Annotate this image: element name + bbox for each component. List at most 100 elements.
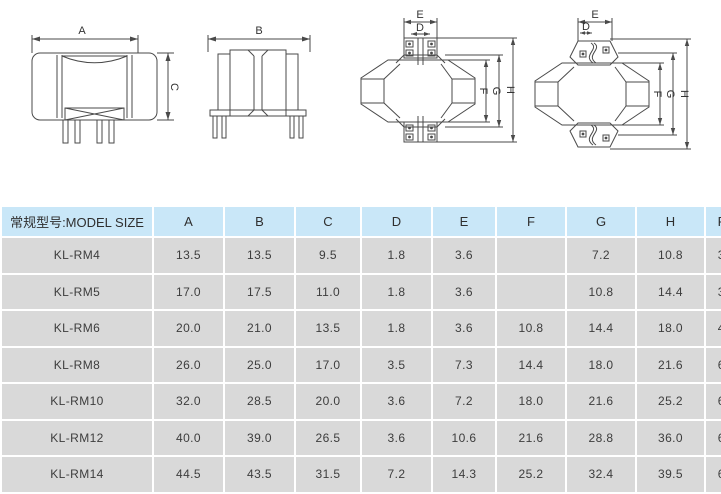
model-cell: KL-RM8 [0, 345, 154, 384]
value-cell: 14.4 [565, 309, 637, 348]
top-pin-block [395, 37, 446, 65]
value-cell: 28.8 [565, 418, 637, 457]
value-cell: 10.6 [431, 418, 497, 457]
dim-h: H [610, 38, 691, 150]
value-cell: 3+3 [704, 272, 721, 311]
value-cell: 21.6 [635, 345, 706, 384]
transformer-body-side [209, 49, 307, 139]
dim-label-f: F [651, 91, 663, 98]
pins-side [212, 115, 304, 139]
value-cell: 18.0 [495, 382, 567, 421]
value-cell: 13.5 [152, 236, 225, 275]
dim-label-h: H [678, 90, 690, 98]
top-view-smd-drawing: E D [534, 9, 691, 150]
model-cell: KL-RM5 [0, 272, 154, 311]
dim-d: D [411, 22, 430, 36]
table-body: KL-RM413.513.59.51.83.67.210.83+3KL-RM51… [0, 236, 721, 494]
column-header: A [152, 205, 225, 238]
value-cell: 6+6 [704, 455, 721, 494]
dim-label-h: H [504, 86, 516, 94]
dim-g: G [445, 54, 503, 128]
bottom-pin-block [395, 116, 446, 143]
value-cell [495, 236, 567, 275]
column-header: B [223, 205, 296, 238]
value-cell: 17.0 [294, 345, 362, 384]
value-cell: 4+4 [704, 309, 721, 348]
value-cell: 6+6 [704, 418, 721, 457]
model-cell: KL-RM14 [0, 455, 154, 494]
technical-drawings: A [0, 0, 721, 205]
value-cell: 14.3 [431, 455, 497, 494]
value-cell: 40.0 [152, 418, 225, 457]
table-row: KL-RM1240.039.026.53.610.621.628.836.06+… [0, 418, 721, 457]
value-cell: 18.0 [635, 309, 706, 348]
value-cell: 39.5 [635, 455, 706, 494]
value-cell: 6+6 [704, 345, 721, 384]
winding-wrap [64, 107, 125, 121]
dim-f: F [622, 62, 664, 126]
dim-d: D [580, 21, 592, 35]
value-cell: 10.8 [565, 272, 637, 311]
top-smd-clip [569, 40, 619, 66]
dim-a: A [31, 25, 139, 53]
value-cell: 31.5 [294, 455, 362, 494]
value-cell: 3+3 [704, 236, 721, 275]
value-cell: 3.6 [431, 309, 497, 348]
value-cell: 28.5 [223, 382, 296, 421]
value-cell: 3.5 [360, 345, 433, 384]
core-octagon [360, 59, 476, 123]
value-cell: 17.0 [152, 272, 225, 311]
value-cell: 43.5 [223, 455, 296, 494]
value-cell: 6+6 [704, 382, 721, 421]
model-cell: KL-RM6 [0, 309, 154, 348]
value-cell: 1.8 [360, 236, 433, 275]
model-size-table: 常规型号:MODEL SIZE ABCDEFGHPIN KL-RM413.513… [0, 205, 721, 494]
value-cell: 7.2 [565, 236, 637, 275]
column-header: PIN [704, 205, 721, 238]
column-header: C [294, 205, 362, 238]
value-cell [495, 272, 567, 311]
value-cell: 25.2 [495, 455, 567, 494]
value-cell: 13.5 [294, 309, 362, 348]
value-cell: 13.5 [223, 236, 296, 275]
value-cell: 1.8 [360, 272, 433, 311]
side-view-drawing: B [207, 25, 311, 139]
model-cell: KL-RM10 [0, 382, 154, 421]
top-view-pin-drawing: E D [360, 9, 517, 143]
value-cell: 3.6 [360, 418, 433, 457]
dim-label-b: B [255, 25, 262, 37]
dim-c: C [157, 52, 180, 121]
model-cell: KL-RM12 [0, 418, 154, 457]
value-cell: 25.0 [223, 345, 296, 384]
dim-label-e: E [416, 9, 423, 21]
value-cell: 11.0 [294, 272, 362, 311]
model-cell: KL-RM4 [0, 236, 154, 275]
header-row: 常规型号:MODEL SIZE ABCDEFGHPIN [0, 205, 721, 238]
value-cell: 3.6 [431, 236, 497, 275]
value-cell: 1.8 [360, 309, 433, 348]
dim-h: H [437, 37, 517, 143]
value-cell: 20.0 [294, 382, 362, 421]
value-cell: 9.5 [294, 236, 362, 275]
value-cell: 7.3 [431, 345, 497, 384]
value-cell: 44.5 [152, 455, 225, 494]
value-cell: 3.6 [360, 382, 433, 421]
bottom-smd-clip [569, 122, 619, 148]
column-header: G [565, 205, 637, 238]
dim-label-g: G [490, 87, 502, 96]
value-cell: 18.0 [565, 345, 637, 384]
value-cell: 20.0 [152, 309, 225, 348]
dim-label-f: F [477, 88, 489, 95]
value-cell: 10.8 [635, 236, 706, 275]
transformer-body-front [31, 52, 158, 144]
dim-e: E [577, 9, 613, 41]
value-cell: 10.8 [495, 309, 567, 348]
value-cell: 14.4 [495, 345, 567, 384]
dim-e: E [403, 9, 438, 38]
value-cell: 7.2 [360, 455, 433, 494]
value-cell: 7.2 [431, 382, 497, 421]
